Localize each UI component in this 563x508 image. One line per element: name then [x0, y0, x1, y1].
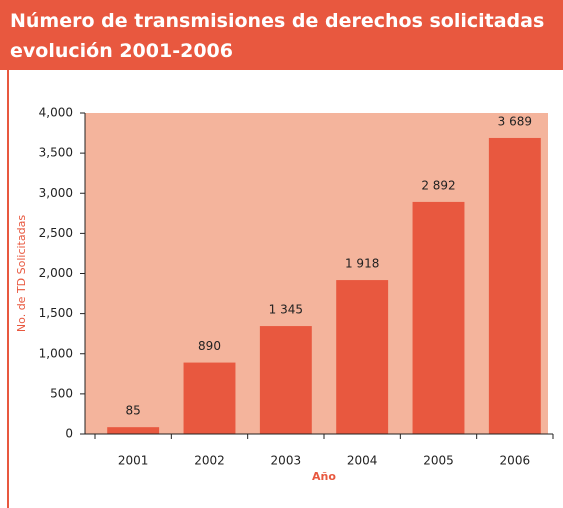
x-tick-label: 2004 — [347, 454, 378, 468]
bar — [336, 280, 389, 434]
bar — [488, 137, 541, 434]
y-tick-label: 3,000 — [39, 186, 73, 200]
side-rule — [7, 70, 9, 508]
y-tick-label: 1,500 — [39, 306, 73, 320]
y-tick-label: 4,000 — [39, 106, 73, 120]
bar — [259, 326, 312, 434]
bar — [183, 362, 236, 434]
x-axis-label: Año — [312, 470, 336, 483]
header: Número de transmisiones de derechos soli… — [0, 0, 563, 70]
value-label: 2 892 — [421, 178, 455, 192]
bar — [412, 201, 465, 434]
y-tick-label: 3,500 — [39, 146, 73, 160]
x-tick-label: 2005 — [423, 454, 454, 468]
value-label: 85 — [126, 404, 141, 418]
x-tick-label: 2003 — [271, 454, 302, 468]
y-tick-label: 0 — [65, 427, 73, 441]
bar — [107, 427, 160, 434]
x-tick-label: 2002 — [194, 454, 225, 468]
y-axis-label: No. de TD Solicitadas — [15, 215, 28, 332]
x-tick-label: 2006 — [500, 454, 531, 468]
y-tick-label: 500 — [50, 386, 73, 400]
value-label: 890 — [198, 339, 221, 353]
value-label: 1 345 — [269, 303, 303, 317]
x-tick-label: 2001 — [118, 454, 149, 468]
value-label: 3 689 — [498, 114, 532, 128]
value-label: 1 918 — [345, 257, 379, 271]
plot-background — [85, 113, 548, 434]
y-tick-label: 2,500 — [39, 226, 73, 240]
y-tick-label: 2,000 — [39, 266, 73, 280]
chart-title: Número de transmisiones de derechos soli… — [10, 10, 545, 62]
y-tick-label: 1,000 — [39, 346, 73, 360]
